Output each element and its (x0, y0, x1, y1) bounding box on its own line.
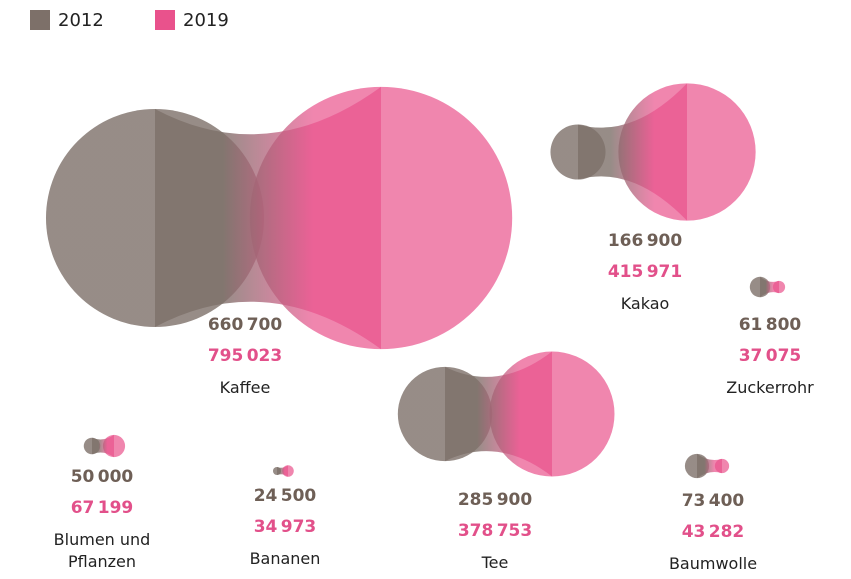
value-label: 43 282 (681, 522, 745, 542)
bubble-pair (749, 276, 786, 298)
bubble-pair (83, 434, 126, 458)
legend-swatch (155, 10, 175, 30)
bubble-pair (272, 465, 294, 477)
value-label: 50 000 (70, 467, 134, 487)
bubble (684, 453, 710, 479)
bubble (282, 465, 294, 477)
legend-swatch (30, 10, 50, 30)
bubble (618, 83, 756, 221)
bubble (272, 466, 282, 476)
bubble-pair (45, 86, 513, 350)
bubble-pair (397, 351, 615, 477)
category-label: Blumen und Pflanzen (53, 530, 151, 571)
category-label: Kaffee (219, 378, 271, 397)
bubble (749, 276, 771, 298)
bubble-pair (550, 83, 756, 221)
bubble (45, 108, 265, 328)
bubble (249, 86, 513, 350)
bubble (397, 366, 493, 462)
value-label: 378 753 (457, 521, 533, 541)
value-label: 166 900 (607, 231, 683, 251)
legend-label: 2012 (58, 10, 104, 31)
bubble (102, 434, 126, 458)
bubble (550, 124, 606, 180)
value-label: 24 500 (253, 486, 317, 506)
value-label: 73 400 (681, 491, 745, 511)
legend-label: 2019 (183, 10, 229, 31)
category-label: Tee (481, 553, 509, 572)
value-label: 61 800 (738, 315, 802, 335)
value-label: 37 075 (738, 346, 802, 366)
bubble-pair (684, 453, 730, 479)
bubble (489, 351, 615, 477)
value-label: 34 973 (253, 517, 317, 537)
bubble (714, 458, 730, 474)
bubble (772, 280, 786, 294)
value-label: 285 900 (457, 490, 533, 510)
category-label: Zuckerrohr (726, 378, 814, 397)
category-label: Baumwolle (668, 554, 758, 573)
bubble (83, 437, 101, 455)
value-label: 795 023 (207, 346, 283, 366)
value-label: 660 700 (207, 315, 283, 335)
value-label: 67 199 (70, 498, 134, 518)
category-label: Kakao (620, 294, 670, 313)
category-label: Bananen (249, 549, 321, 568)
value-label: 415 971 (607, 262, 683, 282)
